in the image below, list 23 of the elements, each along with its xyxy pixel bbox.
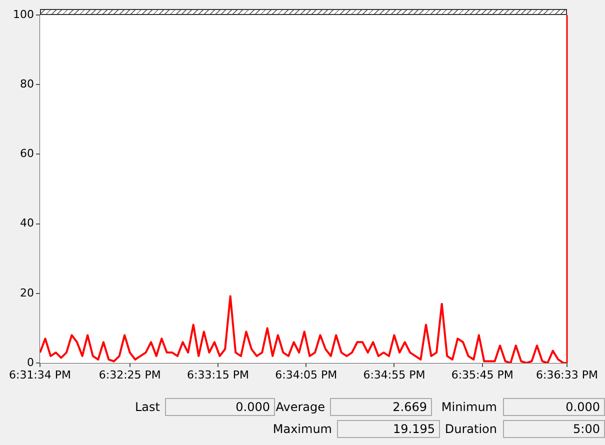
y-tick-label: 80 [20, 77, 34, 90]
text: Last [135, 399, 160, 416]
y-tick-label: 60 [20, 147, 34, 160]
y-tick-label: 20 [20, 286, 34, 300]
text: 0.000 [165, 398, 275, 416]
x-tick-label: 6:36:33 PM [536, 368, 598, 382]
y-tick-label: 0 [27, 356, 34, 369]
text: 5:00 [503, 420, 605, 438]
text: Average [276, 399, 325, 416]
text: 19.195 [337, 420, 440, 438]
x-tick-label: 6:34:05 PM [275, 368, 338, 382]
x-tick-label: 6:32:25 PM [98, 368, 161, 382]
x-tick-label: 6:31:34 PM [8, 368, 72, 382]
text: 2.669 [330, 398, 432, 416]
y-tick-label: 100 [13, 8, 34, 21]
text: Maximum [272, 421, 332, 438]
x-tick-label: 6:33:15 PM [187, 368, 250, 382]
y-tick-label: 40 [20, 216, 34, 230]
text: Minimum [441, 399, 497, 416]
x-tick-label: 6:35:45 PM [451, 368, 514, 382]
x-tick-label: 6:34:55 PM [363, 368, 426, 382]
text: 0.000 [503, 398, 605, 416]
text: Duration [444, 421, 497, 438]
